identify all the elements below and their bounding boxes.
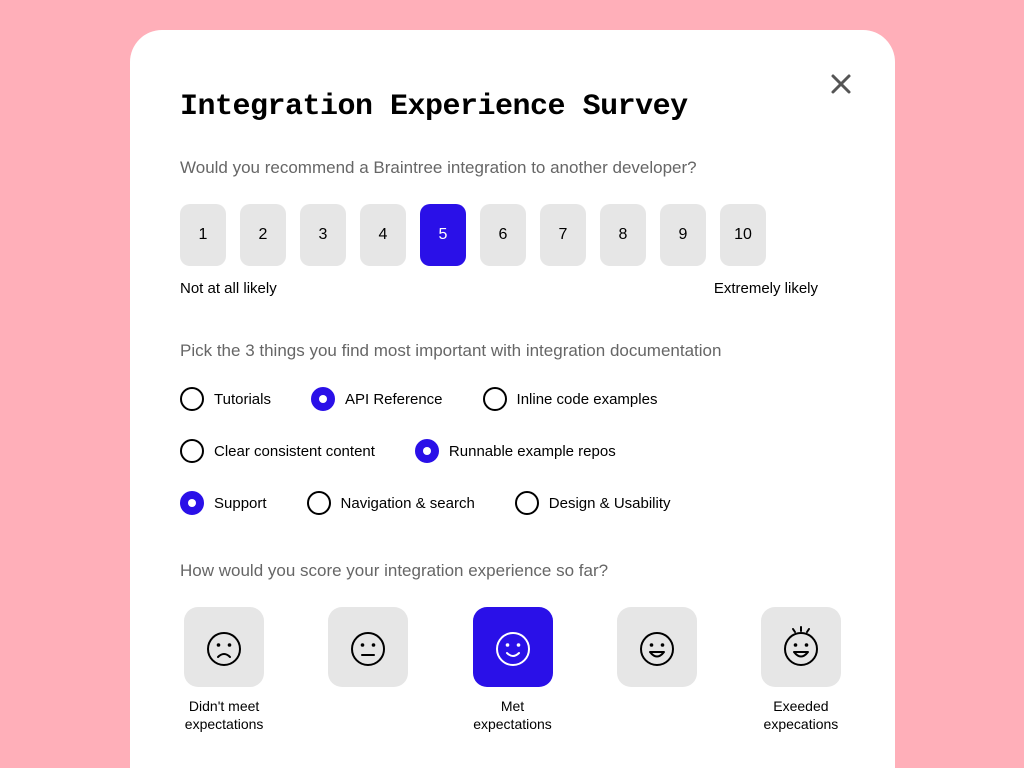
excited-face-icon — [779, 625, 823, 669]
radio-icon — [515, 491, 539, 515]
face-button-happy[interactable] — [473, 607, 553, 687]
radio-icon — [311, 387, 335, 411]
option-label: Support — [214, 495, 267, 512]
radio-icon — [180, 491, 204, 515]
survey-title: Integration Experience Survey — [180, 90, 845, 124]
nps-button-9[interactable]: 9 — [660, 204, 706, 266]
option-label: Runnable example repos — [449, 443, 616, 460]
option-label: Tutorials — [214, 391, 271, 408]
radio-icon — [483, 387, 507, 411]
face-button-excited[interactable] — [761, 607, 841, 687]
option-navigation-search[interactable]: Navigation & search — [307, 491, 475, 515]
neutral-face-icon — [346, 625, 390, 669]
nps-scale: 12345678910 — [180, 204, 845, 266]
option-inline-code-examples[interactable]: Inline code examples — [483, 387, 658, 411]
grin-face-icon — [635, 625, 679, 669]
option-label: API Reference — [345, 391, 443, 408]
face-button-grin[interactable] — [617, 607, 697, 687]
option-api-reference[interactable]: API Reference — [311, 387, 443, 411]
face-caption: Met expectations — [468, 697, 556, 733]
nps-button-7[interactable]: 7 — [540, 204, 586, 266]
nps-button-2[interactable]: 2 — [240, 204, 286, 266]
q2-options: Tutorials API Reference Inline code exampl… — [180, 387, 845, 515]
sad-face-icon — [202, 625, 246, 669]
radio-icon — [180, 387, 204, 411]
option-label: Navigation & search — [341, 495, 475, 512]
face-option-excited: Exeeded expecations — [757, 607, 845, 733]
nps-button-3[interactable]: 3 — [300, 204, 346, 266]
nps-button-10[interactable]: 10 — [720, 204, 766, 266]
option-support[interactable]: Support — [180, 491, 267, 515]
nps-min-label: Not at all likely — [180, 280, 277, 297]
option-label: Clear consistent content — [214, 443, 375, 460]
close-button[interactable] — [827, 70, 855, 98]
option-clear-consistent-content[interactable]: Clear consistent content — [180, 439, 375, 463]
nps-button-4[interactable]: 4 — [360, 204, 406, 266]
nps-button-8[interactable]: 8 — [600, 204, 646, 266]
face-button-sad[interactable] — [184, 607, 264, 687]
face-option-grin — [613, 607, 701, 733]
option-design-usability[interactable]: Design & Usability — [515, 491, 671, 515]
face-caption: Exeeded expecations — [757, 697, 845, 733]
radio-icon — [415, 439, 439, 463]
face-caption: Didn't meet expectations — [180, 697, 268, 733]
face-rating-row: Didn't meet expectations Met expectation… — [180, 607, 845, 733]
radio-icon — [307, 491, 331, 515]
nps-button-6[interactable]: 6 — [480, 204, 526, 266]
q2-prompt: Pick the 3 things you find most importan… — [180, 341, 845, 361]
nps-anchor-labels: Not at all likely Extremely likely — [180, 280, 818, 297]
option-runnable-example-repos[interactable]: Runnable example repos — [415, 439, 616, 463]
option-tutorials[interactable]: Tutorials — [180, 387, 271, 411]
face-button-neutral[interactable] — [328, 607, 408, 687]
close-icon — [830, 73, 852, 95]
q3-prompt: How would you score your integration exp… — [180, 561, 845, 581]
face-option-neutral — [324, 607, 412, 733]
survey-modal: Integration Experience Survey Would you … — [130, 30, 895, 768]
happy-face-icon — [491, 625, 535, 669]
face-option-happy: Met expectations — [468, 607, 556, 733]
q1-prompt: Would you recommend a Braintree integrat… — [180, 158, 845, 178]
option-label: Design & Usability — [549, 495, 671, 512]
nps-button-5[interactable]: 5 — [420, 204, 466, 266]
option-label: Inline code examples — [517, 391, 658, 408]
face-option-sad: Didn't meet expectations — [180, 607, 268, 733]
nps-max-label: Extremely likely — [714, 280, 818, 297]
radio-icon — [180, 439, 204, 463]
nps-button-1[interactable]: 1 — [180, 204, 226, 266]
